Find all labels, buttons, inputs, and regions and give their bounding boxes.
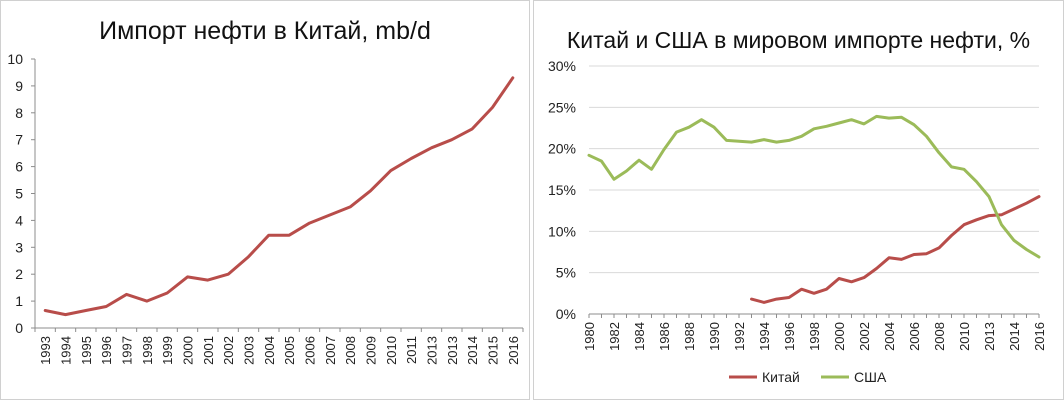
x-tick-label: 1986: [657, 322, 672, 351]
x-tick-label: 2013: [445, 336, 460, 365]
y-tick-label: 0%: [556, 306, 576, 322]
x-tick-label: 1988: [682, 322, 697, 351]
y-tick-label: 15%: [548, 182, 576, 198]
x-tick-label: 2014: [465, 336, 480, 365]
y-tick-label: 30%: [548, 58, 576, 74]
x-tick-label: 2008: [932, 322, 947, 351]
x-tick-label: 1996: [782, 322, 797, 351]
x-tick-label: 2001: [201, 336, 216, 365]
y-tick-label: 10%: [548, 223, 576, 239]
series-line-oil-import: [43, 76, 515, 317]
x-tick-label: 2003: [242, 336, 257, 365]
x-tick-label: 2006: [907, 322, 922, 351]
x-tick-label: 2002: [221, 336, 236, 365]
y-tick-label: 8: [15, 105, 23, 121]
x-tick-label: 2006: [303, 336, 318, 365]
y-tick-label: 9: [15, 78, 23, 94]
x-tick-label: 2009: [364, 336, 379, 365]
x-tick-label: 1994: [59, 336, 74, 365]
x-tick-label: 1992: [732, 322, 747, 351]
x-tick-label: 2013: [425, 336, 440, 365]
x-tick-label: 2000: [832, 322, 847, 351]
x-tick-label: 2000: [181, 336, 196, 365]
series-line-usa: [587, 114, 1041, 259]
chart-panel-import-share: Китай и США в мировом импорте нефти, % 0…: [533, 0, 1064, 400]
x-tick-label: 2015: [486, 336, 501, 365]
y-tick-label: 10: [7, 51, 23, 67]
x-tick-label: 2013: [982, 322, 997, 351]
x-tick-label: 1994: [757, 322, 772, 351]
legend-label: Китай: [762, 369, 800, 385]
legend-label: США: [854, 369, 887, 385]
y-tick-label: 3: [15, 239, 23, 255]
x-tick-label: 1993: [38, 336, 53, 365]
y-tick-label: 2: [15, 266, 23, 282]
x-tick-label: 2005: [282, 336, 297, 365]
line-chart-import-share: 0% 5% 10% 15% 20% 25% 30% 1980 1982 1984 1986 1988 1…: [548, 58, 1047, 385]
x-tick-label: 1995: [79, 336, 94, 365]
x-tick-label: 2014: [1007, 322, 1022, 351]
x-tick-label: 2016: [1032, 322, 1047, 351]
y-tick-label: 1: [15, 293, 23, 309]
x-tick-label: 1999: [160, 336, 175, 365]
x-tick-label: 1980: [582, 322, 597, 351]
y-tick-label: 7: [15, 132, 23, 148]
y-tick-label: 5%: [556, 265, 576, 281]
y-tick-label: 6: [15, 159, 23, 175]
y-tick-label: 5: [15, 186, 23, 202]
x-tick-label: 1998: [140, 336, 155, 365]
chart-title: Импорт нефти в Китай, mb/d: [99, 17, 431, 45]
y-tick-label: 0: [15, 320, 23, 336]
x-tick-label: 2010: [384, 336, 399, 365]
x-tick-label: 1984: [632, 322, 647, 351]
y-tick-label: 20%: [548, 141, 576, 157]
x-tick-label: 2007: [323, 336, 338, 365]
x-tick-label: 2004: [262, 336, 277, 365]
y-tick-label: 25%: [548, 99, 576, 115]
x-tick-label: 2011: [404, 336, 419, 364]
x-tick-label: 1998: [807, 322, 822, 351]
x-tick-label: 2010: [957, 322, 972, 351]
series-line-china: [750, 195, 1041, 304]
x-tick-label: 2016: [506, 336, 521, 365]
chart-panel-oil-import-china: Импорт нефти в Китай, mb/d 0 1 2 3 4 5 6 7 8 9 10 1…: [0, 0, 530, 400]
line-chart-oil-import: 0 1 2 3 4 5 6 7 8 9 10 1993 1994 1995 1996 1997 1998 1999…: [7, 51, 524, 365]
x-tick-label: 1990: [707, 322, 722, 351]
x-tick-label: 1997: [120, 336, 135, 365]
x-tick-label: 1982: [607, 322, 622, 351]
chart-title: Китай и США в мировом импорте нефти, %: [566, 27, 1031, 53]
x-tick-label: 1996: [99, 336, 114, 365]
x-tick-label: 2008: [343, 336, 358, 365]
y-tick-label: 4: [15, 212, 23, 228]
x-tick-label: 2002: [857, 322, 872, 351]
x-tick-label: 2004: [882, 322, 897, 351]
